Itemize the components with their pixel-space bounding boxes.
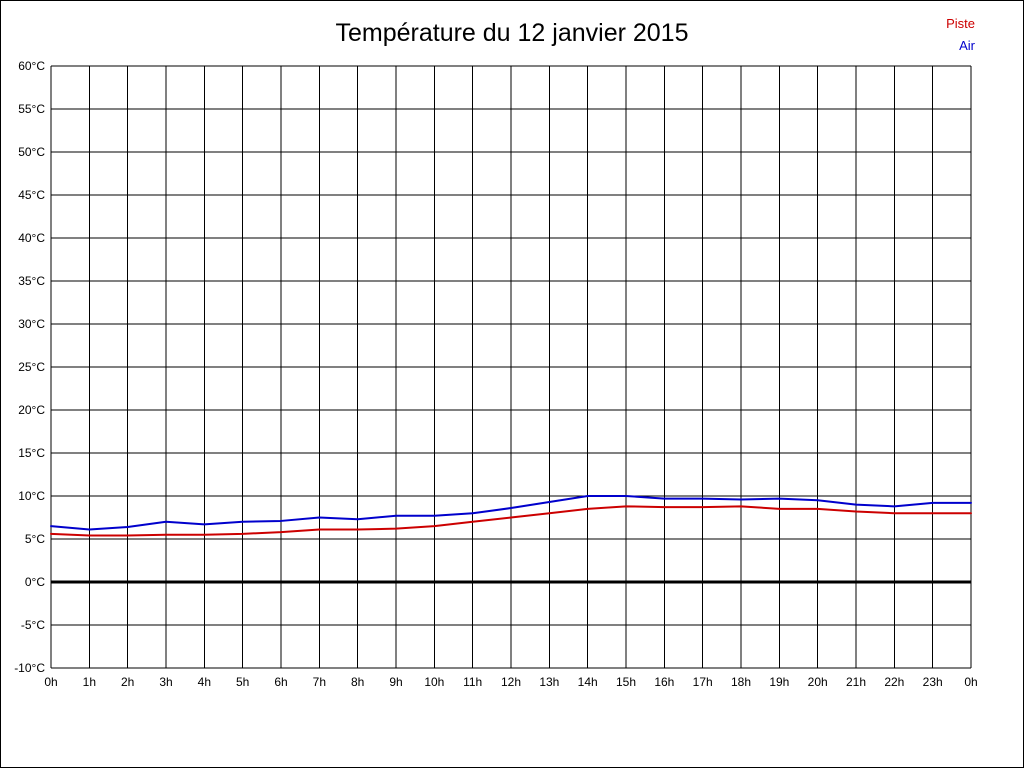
x-tick-label: 18h (731, 675, 751, 689)
legend-item-air: Air (959, 38, 975, 53)
y-tick-label: 40°C (18, 231, 45, 245)
x-tick-label: 4h (198, 675, 211, 689)
x-tick-label: 5h (236, 675, 249, 689)
x-tick-label: 22h (884, 675, 904, 689)
x-tick-label: 9h (389, 675, 402, 689)
y-tick-label: 20°C (18, 403, 45, 417)
chart-legend: Piste Air (946, 13, 975, 57)
x-tick-label: 8h (351, 675, 364, 689)
x-tick-label: 12h (501, 675, 521, 689)
x-tick-label: 20h (808, 675, 828, 689)
x-tick-label: 13h (539, 675, 559, 689)
legend-item-piste: Piste (946, 16, 975, 31)
y-tick-label: 0°C (25, 575, 45, 589)
y-tick-label: 60°C (18, 59, 45, 73)
x-tick-label: 14h (578, 675, 598, 689)
y-tick-label: 30°C (18, 317, 45, 331)
x-tick-label: 15h (616, 675, 636, 689)
series-line-piste (50, 505, 972, 537)
x-tick-label: 16h (654, 675, 674, 689)
x-tick-label: 19h (769, 675, 789, 689)
x-tick-label: 3h (159, 675, 172, 689)
x-tick-label: 23h (923, 675, 943, 689)
x-tick-label: 7h (313, 675, 326, 689)
x-tick-label: 11h (463, 675, 482, 689)
y-tick-label: 5°C (25, 532, 45, 546)
y-tick-label: 10°C (18, 489, 45, 503)
y-tick-label: 35°C (18, 274, 45, 288)
y-tick-label: 55°C (18, 102, 45, 116)
x-tick-label: 10h (424, 675, 444, 689)
x-tick-label: 21h (846, 675, 866, 689)
x-tick-label: 6h (274, 675, 287, 689)
x-tick-label: 0h (44, 675, 57, 689)
y-tick-label: 50°C (18, 145, 45, 159)
x-tick-label: 2h (121, 675, 134, 689)
x-tick-label: 17h (693, 675, 713, 689)
y-tick-label: 15°C (18, 446, 45, 460)
series-line-air (50, 495, 972, 531)
x-tick-label: 1h (83, 675, 96, 689)
y-tick-label: -10°C (14, 661, 45, 675)
y-tick-label: 45°C (18, 188, 45, 202)
y-tick-label: 25°C (18, 360, 45, 374)
y-tick-label: -5°C (21, 618, 45, 632)
x-tick-label: 0h (964, 675, 977, 689)
chart-title: Température du 12 janvier 2015 (335, 19, 689, 47)
